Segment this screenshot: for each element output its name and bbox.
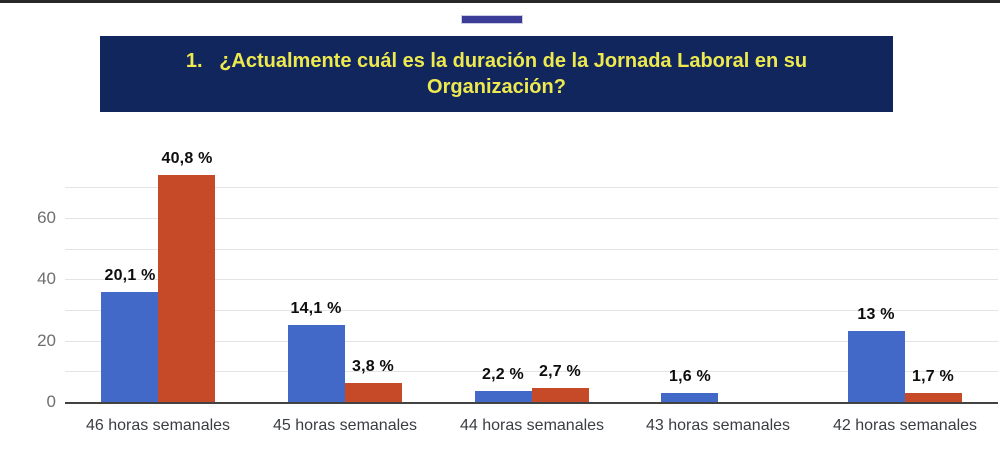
bar-value-label: 40,8 % (161, 150, 213, 167)
gridline (65, 218, 998, 219)
bar-value-label: 20,1 % (104, 267, 156, 284)
x-axis-category-label: 43 horas semanales (645, 417, 791, 434)
bar-value-label: 3,8 % (352, 358, 394, 375)
bar-serie-azul (661, 393, 718, 402)
bar-value-label: 2,2 % (482, 366, 524, 383)
y-axis-tick-label: 20 (37, 331, 56, 350)
x-axis-category-label: 44 horas semanales (459, 417, 605, 434)
gridline (65, 279, 998, 280)
bar-serie-azul (848, 331, 905, 402)
bar-value-label: 1,7 % (912, 368, 954, 385)
bar-serie-azul (475, 391, 532, 402)
bar-serie-roja (158, 175, 215, 402)
x-axis-line (65, 402, 998, 404)
x-axis-category-label: 46 horas semanales (85, 417, 231, 434)
title-banner: 1. ¿Actualmente cuál es la duración de l… (100, 36, 893, 112)
gridline (65, 187, 998, 188)
x-axis-category-label: 42 horas semanales (832, 417, 978, 434)
y-axis-tick-label: 40 (37, 269, 56, 288)
bar-serie-azul (101, 292, 158, 402)
bar-serie-roja (905, 393, 962, 402)
bar-serie-roja (532, 388, 589, 402)
gridline (65, 341, 998, 342)
y-axis-tick-label: 0 (46, 392, 56, 411)
question-title: 1. ¿Actualmente cuál es la duración de l… (185, 50, 808, 98)
gridline (65, 371, 998, 372)
bar-value-label: 13 % (857, 306, 895, 323)
gridline (65, 249, 998, 250)
y-axis-tick-label: 60 (37, 208, 56, 227)
bar-value-label: 1,6 % (669, 368, 711, 385)
bar-serie-roja (345, 383, 402, 402)
x-axis-category-label: 45 horas semanales (272, 417, 418, 434)
top-border-line (0, 0, 1000, 3)
bar-value-label: 14,1 % (290, 300, 342, 317)
gridline (65, 310, 998, 311)
bar-value-label: 2,7 % (539, 363, 581, 380)
title-accent-dash (462, 16, 522, 23)
bar-serie-azul (288, 325, 345, 402)
